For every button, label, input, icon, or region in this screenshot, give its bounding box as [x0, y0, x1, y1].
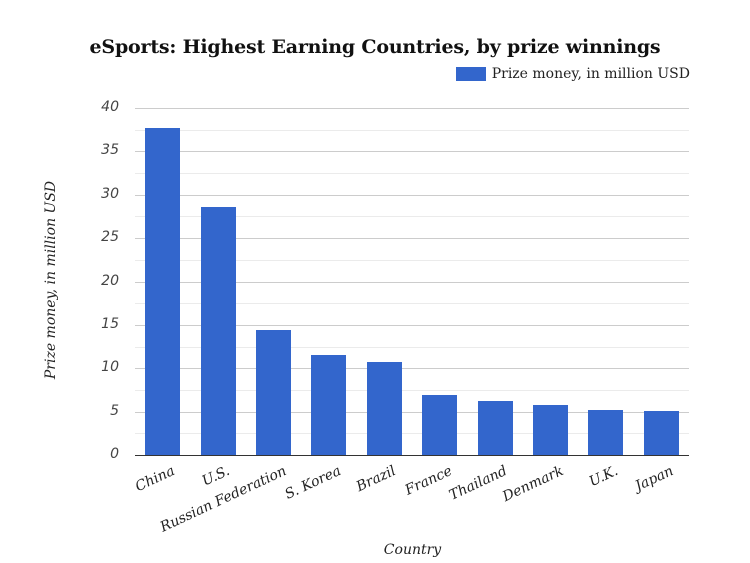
- y-tick-label: 35: [101, 142, 119, 159]
- y-tick-label: 40: [101, 99, 119, 115]
- gridline-major: [135, 238, 689, 240]
- bar-s-korea[interactable]: [311, 355, 347, 455]
- gridline-minor: [135, 173, 689, 175]
- x-tick-label: Japan: [633, 463, 677, 495]
- y-tick-label: 5: [110, 402, 119, 419]
- bar-russian-federation[interactable]: [256, 330, 291, 455]
- gridline-major: [135, 151, 689, 153]
- y-tick-label: 25: [101, 229, 119, 246]
- y-axis-label: Prize money, in million USD: [43, 180, 59, 380]
- gridline-major: [135, 194, 689, 196]
- x-axis-line: [135, 455, 689, 456]
- x-tick-label: Thailand: [446, 463, 510, 504]
- bar-brazil[interactable]: [366, 362, 402, 455]
- gridline-minor: [135, 303, 689, 305]
- bar-japan[interactable]: [643, 410, 679, 455]
- gridline-major: [135, 281, 689, 283]
- y-tick-label: 0: [110, 446, 119, 462]
- legend-label: Prize money, in million USD: [491, 66, 690, 82]
- y-tick-label: 20: [101, 272, 119, 289]
- gridline-major: [135, 368, 689, 370]
- bar-thailand[interactable]: [477, 401, 513, 455]
- y-tick-label: 30: [101, 185, 119, 202]
- gridline-major: [135, 324, 689, 326]
- gridline-minor: [135, 346, 689, 348]
- bar-china[interactable]: [145, 127, 181, 455]
- bar-u-k[interactable]: [588, 409, 624, 455]
- x-tick-label: U.S.: [199, 463, 233, 490]
- y-tick-label: 10: [101, 359, 119, 376]
- x-axis-label: Country: [383, 542, 442, 558]
- x-tick-label: China: [132, 463, 178, 496]
- x-tick-label: Denmark: [499, 463, 566, 506]
- gridline-minor: [135, 389, 689, 391]
- y-tick-label: 15: [101, 315, 119, 332]
- plot-area: [135, 108, 689, 456]
- gridline-minor: [135, 259, 689, 261]
- bar-u-s[interactable]: [200, 206, 236, 455]
- legend-swatch: [455, 67, 486, 81]
- bar-denmark[interactable]: [533, 404, 568, 455]
- bar-france[interactable]: [422, 395, 458, 455]
- gridline-minor: [135, 216, 689, 218]
- gridline-major: [135, 108, 689, 109]
- chart-title: eSports: Highest Earning Countries, by p…: [89, 36, 661, 58]
- x-tick-label: U.K.: [586, 463, 621, 491]
- x-tick-label: France: [402, 463, 455, 499]
- x-tick-label: Brazil: [354, 463, 399, 496]
- gridline-major: [135, 411, 689, 413]
- gridline-minor: [135, 433, 689, 435]
- x-tick-label: S. Korea: [282, 463, 344, 503]
- gridline-minor: [135, 129, 689, 131]
- legend: Prize money, in million USD: [455, 66, 690, 82]
